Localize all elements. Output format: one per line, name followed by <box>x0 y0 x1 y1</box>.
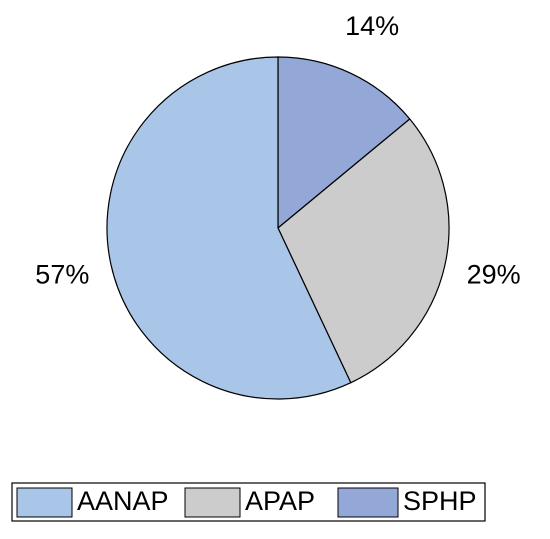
legend-swatch <box>337 487 399 518</box>
legend-label: APAP <box>245 486 315 516</box>
value-label: 14% <box>345 11 399 41</box>
pie-slice <box>277 56 411 230</box>
legend-box <box>11 482 486 522</box>
legend-label: SPHP <box>403 486 477 516</box>
legend-swatch <box>184 487 241 518</box>
value-label: 29% <box>467 259 521 289</box>
pie <box>106 56 450 400</box>
legend-swatch <box>16 487 73 518</box>
value-label: 57% <box>35 259 89 289</box>
legend-label: AANAP <box>77 486 169 516</box>
pie-slice <box>106 56 352 400</box>
pie-slice <box>277 118 450 384</box>
legend: AANAP APAP SPHP <box>16 486 477 518</box>
